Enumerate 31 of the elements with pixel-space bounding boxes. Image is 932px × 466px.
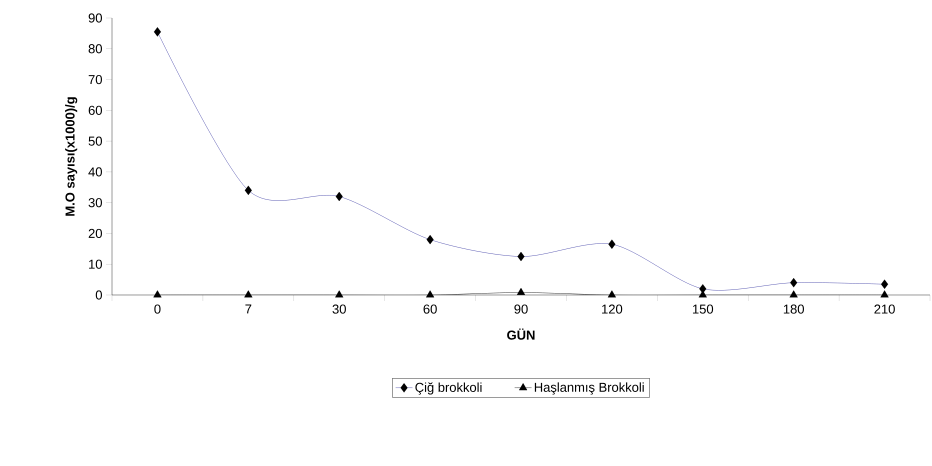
x-tick-label: 30 (332, 304, 346, 314)
point (426, 290, 434, 298)
point (335, 290, 344, 298)
y-tick-label: 10 (89, 260, 102, 269)
x-tick-label: 180 (784, 304, 804, 314)
x-tick-label: 210 (874, 304, 895, 314)
point (790, 290, 798, 298)
y-axis-title: M.O sayısı(x1000)/g (65, 97, 78, 216)
y-tick-label: 20 (88, 228, 102, 238)
y-tick-label: 80 (88, 44, 102, 54)
x-tick-label: 150 (692, 304, 714, 314)
y-tick-label: 70 (88, 74, 102, 84)
point (880, 290, 889, 298)
y-tick-label: 90 (88, 13, 102, 23)
point (516, 288, 526, 295)
y-tick-label: 50 (88, 136, 102, 146)
point (153, 290, 162, 298)
legend-label: Çiğ brokkoli (415, 382, 482, 395)
y-tick-label: 0 (96, 290, 102, 300)
x-tick-label: 7 (245, 304, 252, 314)
y-tick-label: 40 (88, 167, 102, 176)
legend-label: Haşlanmış Brokkoli (534, 382, 644, 394)
x-tick-label: 0 (154, 304, 161, 314)
point (608, 290, 616, 298)
x-tick-label: 90 (514, 304, 528, 314)
x-tick-label: 60 (424, 304, 437, 314)
point (244, 290, 252, 298)
x-axis-title: GÜN (507, 328, 535, 340)
x-tick-label: 120 (602, 304, 622, 314)
y-tick-label: 60 (88, 106, 102, 115)
y-tick-label: 30 (88, 198, 102, 208)
